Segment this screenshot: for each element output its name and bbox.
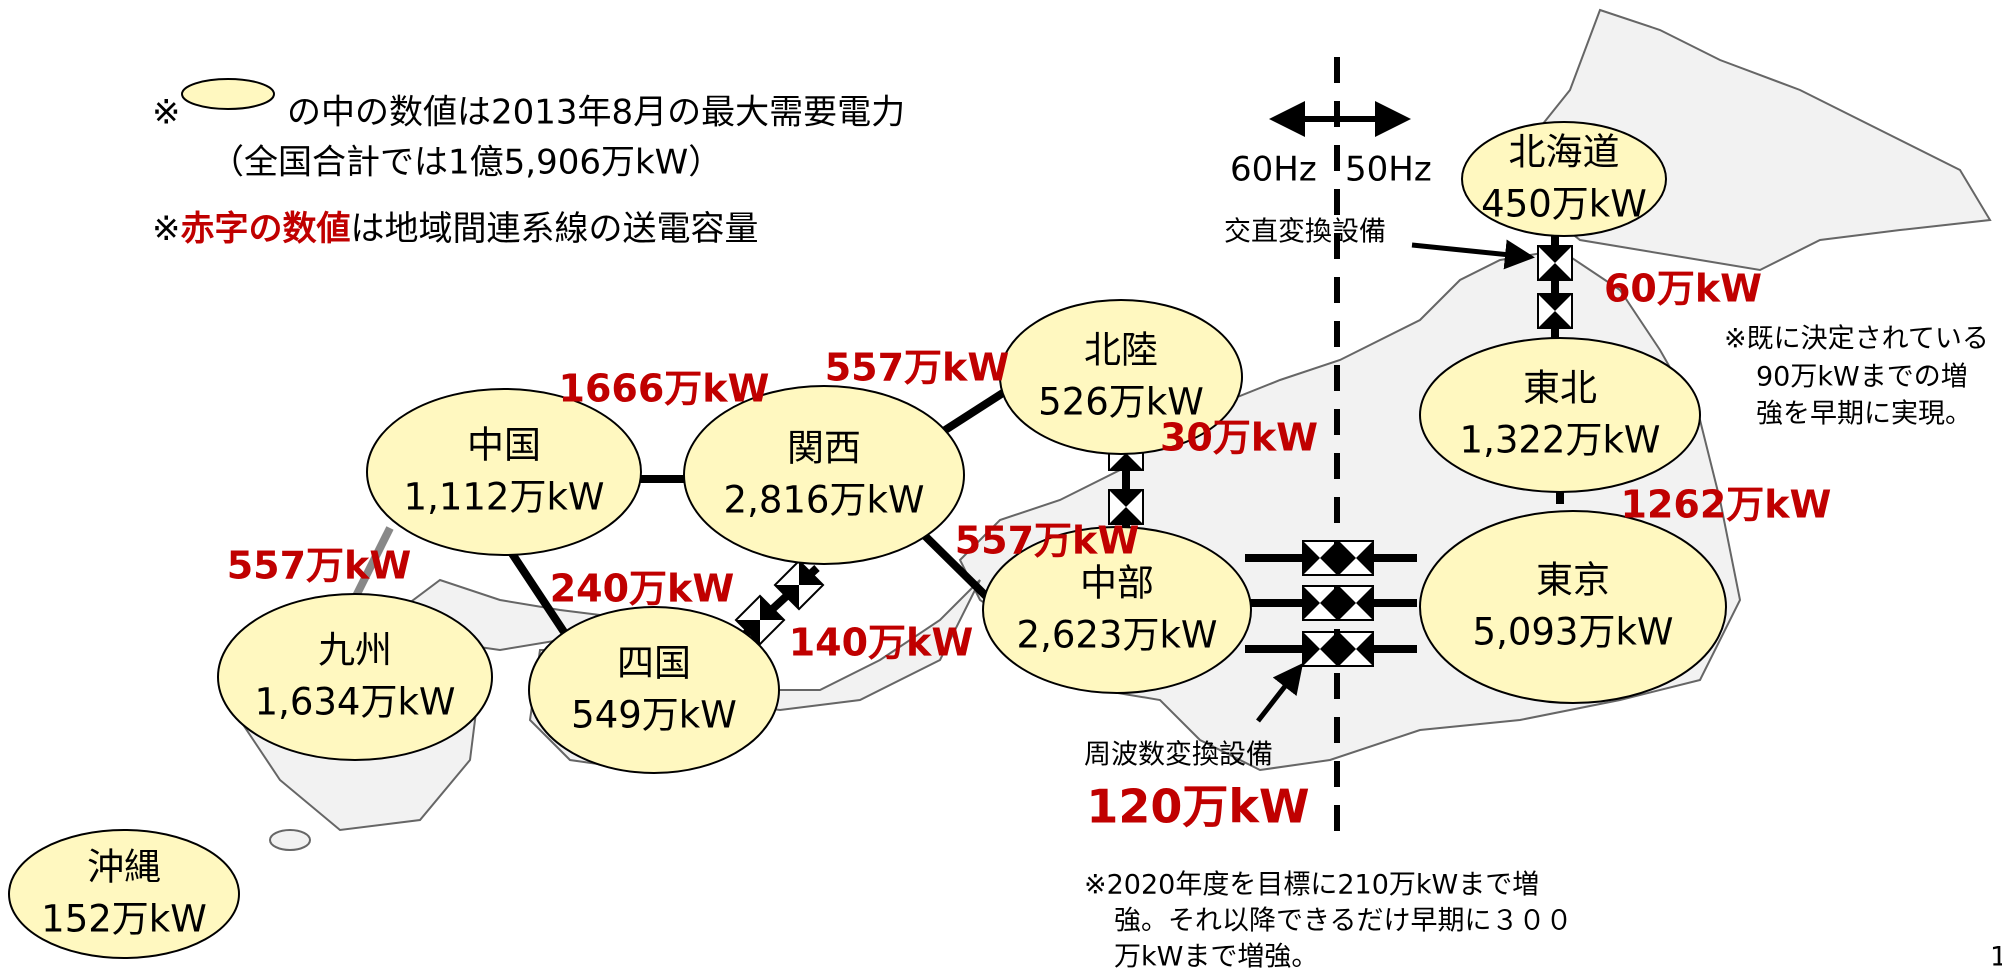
region-name: 中国 [467,424,541,467]
region-demand: 5,093万kW [1473,611,1674,654]
converter [1302,540,1338,576]
region-demand: 152万kW [41,898,207,941]
region-demand: 2,623万kW [1017,614,1218,657]
region-demand: 526万kW [1038,381,1204,424]
capacity-label: 557万kW [825,346,1010,390]
nodes: 北海道 450万kW 東北 1,322万kW 東京 5,093万kW 中部 2,623万kW 北… [8,121,1727,959]
region-name: 九州 [318,629,392,672]
region-node [683,385,965,565]
region-demand: 2,816万kW [724,479,925,522]
converter [1537,293,1573,329]
region-name: 四国 [617,642,691,685]
capacity-label: 1666万kW [559,367,770,411]
converter [1302,585,1338,621]
region-name: 沖縄 [87,846,161,889]
capacity-label: 557万kW [227,544,412,588]
note-line: ※2020年度を目標に210万kWまで増 [1084,870,1539,901]
converters [734,245,1573,667]
link-line [916,527,993,603]
note-line: 万kWまで増強。 [1114,942,1318,973]
legend-mark: ※ [152,93,181,133]
note-line: 強。それ以降できるだけ早期に３００ [1114,906,1572,937]
converter-bowtie [1538,246,1572,280]
red-note: ※赤字の数値は地域間連系線の送電容量 [152,209,759,249]
converter-bowtie [774,560,824,610]
converter-bowtie [1339,541,1373,575]
region-name: 中部 [1080,562,1154,605]
converter [773,559,825,611]
region-name: 東京 [1536,559,1610,602]
converter-bowtie [1339,632,1373,666]
capacity-label: 240万kW [550,567,735,611]
converter [1338,585,1374,621]
region-node [1419,337,1701,493]
red-word: 赤字の数値 [181,209,351,249]
region-demand: 1,634万kW [255,681,456,724]
converter [734,594,786,646]
region-name: 関西 [787,427,861,470]
red-prefix: ※ [152,209,181,249]
region-name: 北海道 [1509,131,1620,174]
converter [1302,631,1338,667]
region-node [1419,510,1727,704]
capacity-label: 120万kW [1086,780,1309,834]
legend-ellipse [181,78,275,110]
link-line [507,549,572,641]
region-node [999,299,1243,455]
region-node [8,829,240,959]
capacity-label: 60万kW [1604,267,1762,311]
note-line: ※既に決定されている [1724,324,1989,355]
pointer-arrow [1411,239,1535,270]
converter [1338,540,1374,576]
pointer-arrow [1256,663,1304,723]
region-node [1461,121,1667,237]
region-node [528,606,780,774]
converter-bowtie [1109,490,1143,524]
capacity-label: 140万kW [789,621,974,665]
link-line [351,526,394,600]
region-demand: 1,112万kW [404,476,605,519]
converter-bowtie [735,595,785,645]
region-demand: 1,322万kW [1460,419,1661,462]
converter [1108,489,1144,525]
converter [1537,245,1573,281]
region-demand: 450万kW [1481,183,1647,226]
converter-bowtie [1303,541,1337,575]
freq-conv-label: 周波数変換設備 [1084,740,1273,771]
capacity-label: 1262万kW [1621,483,1832,527]
legend-text: の中の数値は2013年8月の最大需要電力 [287,93,905,133]
link-line [936,385,1012,438]
capacity-label: 30万kW [1160,416,1318,460]
legend-total: （全国合計では1億5,906万kW） [210,143,722,183]
freq-east: 50Hz [1345,150,1432,190]
region-demand: 549万kW [571,694,737,737]
page-number: 1 [1990,942,2002,973]
converter-bowtie [1339,586,1373,620]
red-text: は地域間連系線の送電容量 [351,209,759,249]
note-line: 90万kWまでの増 [1756,362,1968,393]
converter [1338,631,1374,667]
converter-bowtie [1303,632,1337,666]
converter-bowtie [1303,586,1337,620]
region-node [217,593,493,761]
region-name: 北陸 [1084,329,1158,372]
converter-bowtie [1538,294,1572,328]
note-line: 強を早期に実現。 [1756,399,1972,430]
link-labels: 1666万kW 557万kW 557万kW 240万kW 140万kW 557万kW 30万… [227,267,1832,834]
ac-dc-label: 交直変換設備 [1224,217,1386,248]
freq-west: 60Hz [1230,150,1317,190]
region-node [366,388,642,556]
region-name: 東北 [1523,367,1597,410]
capacity-label: 557万kW [955,519,1140,563]
region-node [982,526,1252,694]
